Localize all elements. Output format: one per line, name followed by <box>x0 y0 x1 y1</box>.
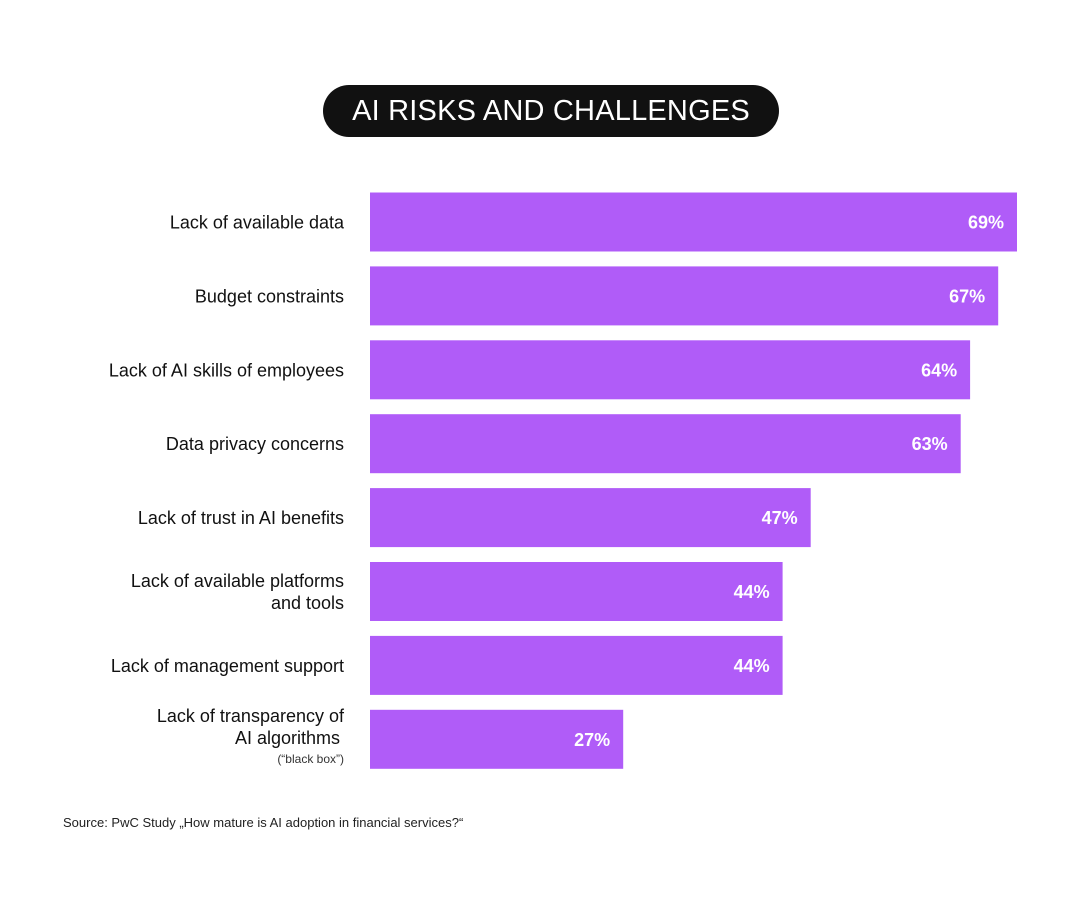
value-label-7: 44% <box>734 656 770 676</box>
value-label-1: 69% <box>968 213 1004 233</box>
value-label-4: 63% <box>912 434 948 454</box>
category-labels-group: Lack of available data Budget constraints… <box>109 213 345 766</box>
bar-2 <box>370 266 999 326</box>
value-label-5: 47% <box>762 508 798 528</box>
bar-5 <box>370 488 811 548</box>
category-label-5: Lack of trust in AI benefits <box>138 508 344 528</box>
bar-3 <box>370 340 971 400</box>
value-labels-group: 69% 67% 64% 63% 47% 44% 44% 27% <box>574 213 1004 750</box>
value-label-8: 27% <box>574 730 610 750</box>
bar-6 <box>370 562 783 621</box>
category-label-1: Lack of available data <box>170 213 345 233</box>
category-label-8-line-2: AI algorithms <box>235 728 340 748</box>
category-label-2: Budget constraints <box>195 286 344 306</box>
bar-4 <box>370 414 961 474</box>
value-label-3: 64% <box>921 360 957 380</box>
category-label-3: Lack of AI skills of employees <box>109 360 344 380</box>
value-label-6: 44% <box>734 582 770 602</box>
category-label-6-line-2: and tools <box>271 593 344 613</box>
value-label-2: 67% <box>949 286 985 306</box>
category-label-8-line-1: Lack of transparency of <box>157 706 345 726</box>
category-label-7: Lack of management support <box>111 656 344 676</box>
bar-7 <box>370 635 783 695</box>
category-label-4: Data privacy concerns <box>166 434 344 454</box>
bars-group <box>370 192 1017 769</box>
source-note: Source: PwC Study „How mature is AI adop… <box>63 815 464 830</box>
category-note-8: (“black box”) <box>277 752 344 766</box>
chart-title: AI RISKS AND CHALLENGES <box>323 85 779 137</box>
category-label-6-line-1: Lack of available platforms <box>131 571 344 591</box>
bar-1 <box>370 192 1017 252</box>
bar-8 <box>370 709 624 769</box>
